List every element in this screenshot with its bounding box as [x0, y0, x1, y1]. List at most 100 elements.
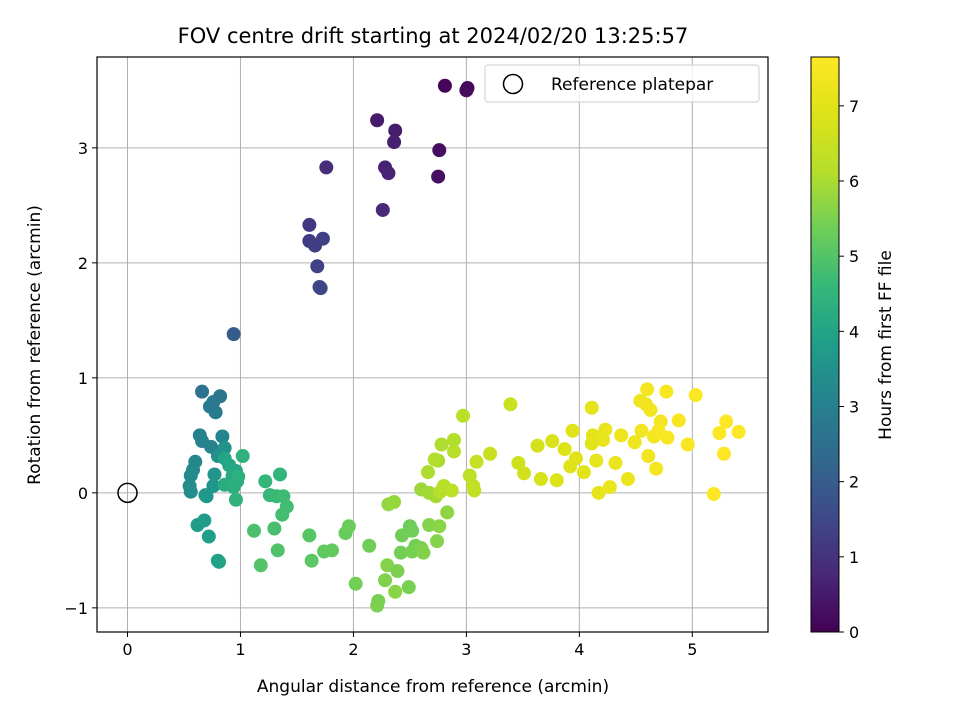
scatter-point [643, 403, 658, 418]
scatter-point [388, 584, 403, 599]
scatter-point [302, 217, 317, 232]
x-tick-label: 4 [574, 640, 584, 659]
scatter-point [446, 444, 461, 459]
scatter-point [208, 405, 223, 420]
colorbar-tick-label: 5 [849, 247, 859, 266]
colorbar-tick-label: 1 [849, 548, 859, 567]
reference-marker-group [117, 482, 138, 504]
scatter-point [641, 449, 656, 464]
scatter-point [228, 492, 243, 507]
scatter-point [217, 441, 232, 455]
scatter-point [431, 169, 446, 184]
scatter-point [273, 467, 287, 482]
scatter-point [341, 519, 356, 534]
scatter-point [706, 487, 721, 501]
scatter-point [627, 435, 642, 450]
y-axis-label: Rotation from reference (arcmin) [25, 205, 45, 485]
scatter-point [226, 327, 241, 342]
scatter-point [659, 384, 674, 399]
x-tick-label: 2 [348, 640, 358, 659]
scatter-point [275, 507, 290, 522]
y-tick-label: 1 [78, 369, 88, 388]
scatter-point [434, 437, 449, 452]
scatter-point [375, 202, 390, 217]
scatter-point [416, 545, 431, 560]
scatter-point [557, 442, 572, 457]
scatter-point [430, 534, 445, 549]
scatter-point [348, 576, 363, 591]
scatter-point [201, 529, 216, 544]
scatter-point [253, 558, 268, 573]
scatter-point [387, 495, 402, 510]
scatter-point [517, 466, 531, 481]
scatter-point [568, 451, 583, 466]
scatter-point [270, 543, 285, 558]
colorbar-tick-label: 6 [849, 172, 859, 191]
scatter-point [459, 83, 474, 98]
scatter-point [215, 429, 230, 444]
scatter-point [183, 468, 198, 483]
scatter-point [437, 78, 452, 93]
scatter-point [446, 432, 461, 447]
scatter-point [370, 113, 385, 128]
scatter-point [319, 160, 334, 175]
scatter-point [393, 545, 408, 560]
scatter-point [313, 281, 328, 296]
scatter-point [370, 598, 385, 613]
scatter-point [469, 454, 484, 469]
chart-title: FOV centre drift starting at 2024/02/20 … [178, 24, 689, 48]
scatter-point [549, 473, 564, 488]
scatter-point [671, 413, 686, 428]
scatter-point [584, 400, 599, 415]
colorbar-tick-label: 7 [849, 97, 859, 116]
x-tick-label: 5 [687, 640, 697, 659]
scatter-point [388, 123, 403, 138]
x-tick-label: 1 [235, 640, 245, 659]
scatter-point [387, 135, 402, 150]
scatter-point [614, 428, 629, 443]
scatter-point [712, 426, 727, 441]
scatter-point [197, 513, 212, 528]
scatter-point [576, 465, 591, 480]
scatter-point [324, 543, 339, 558]
scatter-point [231, 469, 246, 484]
scatter-point [719, 414, 734, 429]
scatter-point [212, 554, 226, 569]
scatter-point [511, 455, 526, 470]
legend: Reference platepar [484, 64, 760, 103]
plot-frame [96, 56, 769, 633]
scatter-point [302, 528, 317, 543]
scatter-point [207, 467, 222, 482]
scatter-point [649, 461, 664, 476]
scatter-point [456, 408, 470, 423]
scatter-point [432, 143, 447, 158]
legend-reference-marker [502, 73, 524, 95]
scatter-point [401, 580, 416, 595]
scatter-point [589, 453, 604, 468]
scatter-point [602, 480, 617, 495]
scatter-point [206, 478, 221, 493]
scatter-point [405, 523, 420, 538]
scatter-point [378, 573, 393, 588]
scatter-point [608, 455, 623, 470]
colorbar-tick-label: 2 [849, 473, 859, 492]
scatter-point [390, 564, 405, 579]
y-tick-label: 2 [78, 254, 88, 273]
scatter-point [533, 472, 548, 487]
scatter-point [198, 488, 213, 503]
y-axis-ticks: −1 0 1 2 3 [64, 139, 97, 618]
scatter-point [440, 505, 455, 520]
x-axis-label: Angular distance from reference (arcmin) [257, 677, 609, 697]
colorbar [810, 56, 840, 633]
scatter-point [362, 538, 377, 553]
scatter-point [432, 519, 447, 534]
scatter-points [182, 78, 746, 613]
legend-box [484, 64, 760, 103]
scatter-point [183, 484, 198, 499]
scatter-point [716, 446, 731, 461]
scatter-point [731, 424, 746, 439]
scatter-point [422, 518, 437, 533]
scatter-point [427, 452, 442, 467]
scatter-point [235, 449, 250, 464]
